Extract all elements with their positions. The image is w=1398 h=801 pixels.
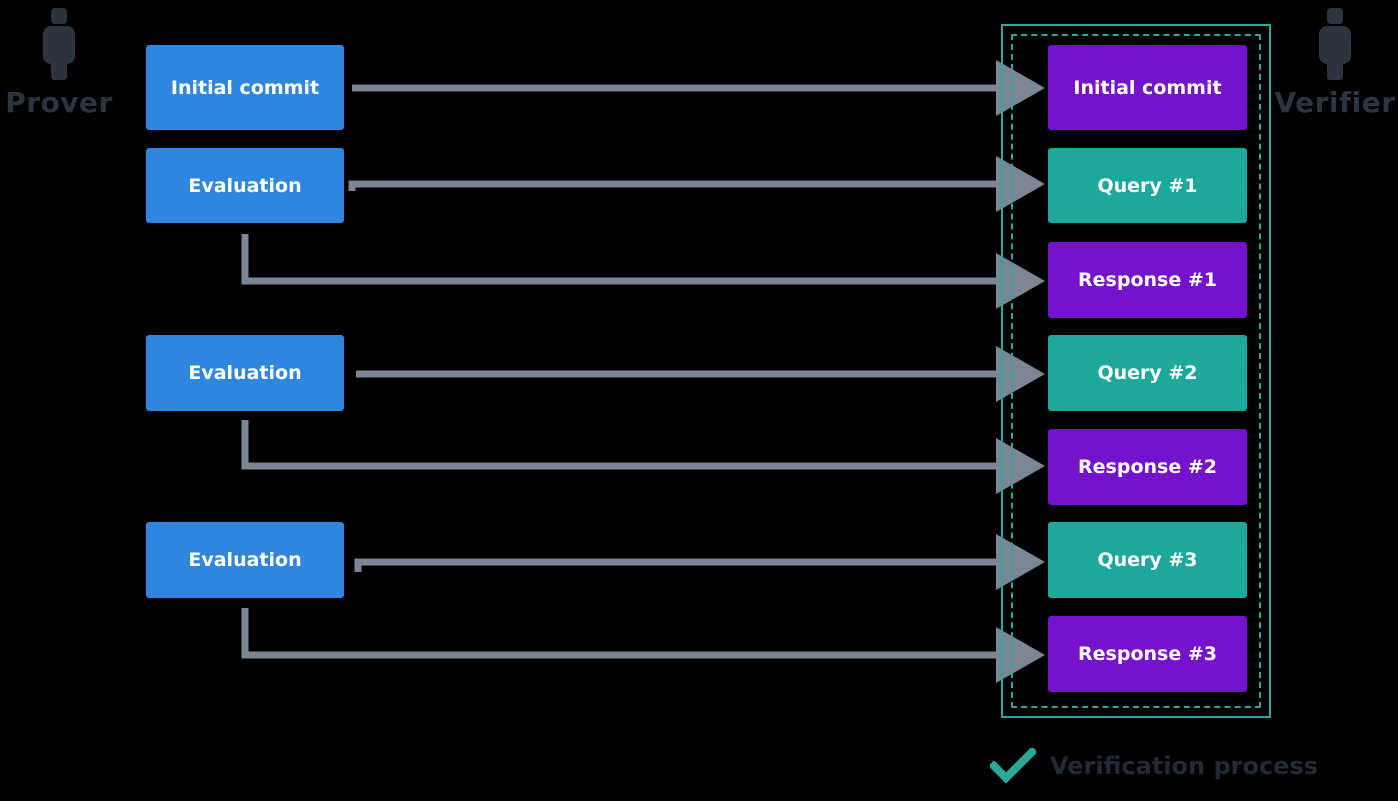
verification-frame-dashed bbox=[1011, 34, 1261, 708]
verifier-actor: Verifier bbox=[1274, 8, 1395, 119]
arrow-response-2 bbox=[241, 420, 1045, 494]
prover-step-evaluation-3: Evaluation bbox=[146, 522, 344, 598]
verifier-step-query-2: Query #2 bbox=[1048, 335, 1247, 411]
person-icon bbox=[43, 8, 75, 80]
arrow-response-3 bbox=[241, 608, 1045, 683]
verification-frame bbox=[1001, 24, 1271, 718]
verifier-label: Verifier bbox=[1274, 86, 1396, 119]
verifier-step-response-2: Response #2 bbox=[1048, 429, 1247, 505]
arrow-query-1 bbox=[348, 156, 1045, 212]
verifier-step-initial-commit: Initial commit bbox=[1048, 45, 1247, 130]
prover-label: Prover bbox=[5, 86, 113, 119]
checkmark-icon bbox=[990, 748, 1036, 784]
verifier-step-response-3: Response #3 bbox=[1048, 616, 1247, 692]
arrow-response-1 bbox=[241, 234, 1045, 309]
verifier-step-response-1: Response #1 bbox=[1048, 242, 1247, 318]
prover-step-evaluation-1: Evaluation bbox=[146, 148, 344, 223]
arrow-query-3 bbox=[354, 534, 1045, 590]
verifier-step-query-3: Query #3 bbox=[1048, 522, 1247, 598]
person-icon bbox=[1319, 8, 1351, 80]
prover-actor: Prover bbox=[4, 8, 114, 119]
legend: Verification process bbox=[990, 748, 1318, 784]
legend-label: Verification process bbox=[1050, 752, 1319, 780]
prover-step-evaluation-2: Evaluation bbox=[146, 335, 344, 411]
prover-step-initial-commit: Initial commit bbox=[146, 45, 344, 130]
verifier-step-query-1: Query #1 bbox=[1048, 148, 1247, 223]
